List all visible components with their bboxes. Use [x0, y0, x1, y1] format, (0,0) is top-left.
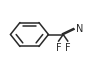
Text: F: F — [65, 43, 71, 53]
Text: N: N — [76, 24, 83, 34]
Text: F: F — [56, 43, 61, 53]
